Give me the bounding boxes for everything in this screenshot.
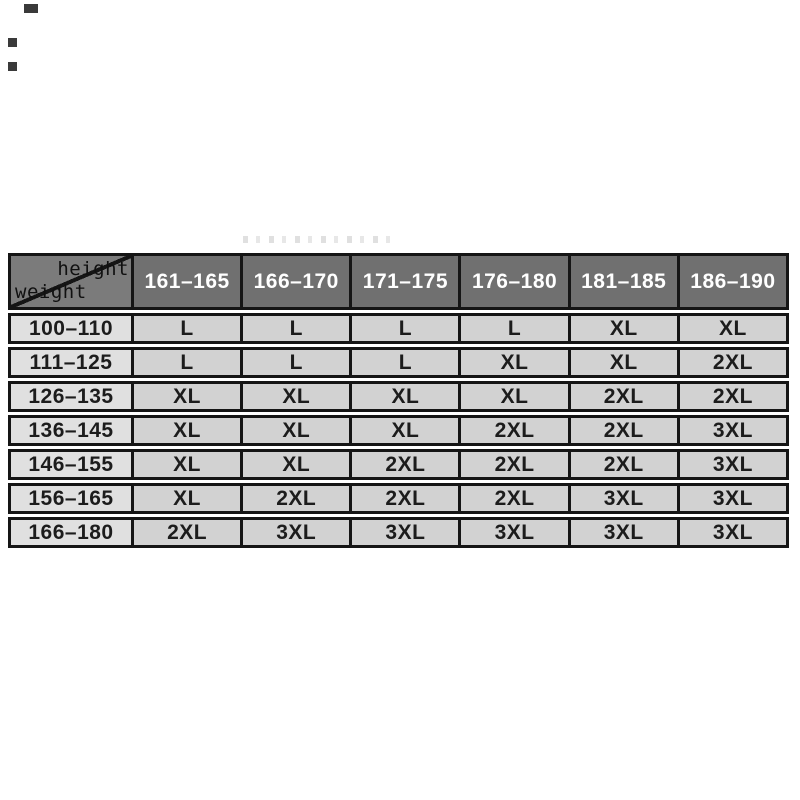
size-value-cell: XL: [349, 384, 459, 409]
size-value-cell: L: [131, 316, 241, 341]
size-value-cell: XL: [131, 418, 241, 443]
size-value-cell: 2XL: [349, 452, 459, 477]
size-chart-table: height weight 161–165 166–170 171–175 176–1…: [8, 253, 789, 551]
weight-range-cell: 111–125: [11, 350, 131, 375]
table-row: 111–125 L L L XL XL 2XL: [8, 347, 789, 378]
size-value-cell: XL: [567, 350, 677, 375]
height-range-header-cell: 176–180: [458, 256, 568, 307]
size-value-cell: 2XL: [458, 486, 568, 511]
height-range-header-cell: 161–165: [131, 256, 241, 307]
size-value-cell: L: [349, 316, 459, 341]
table-row: 100–110 L L L L XL XL: [8, 313, 789, 344]
corner-cell-height-weight: height weight: [11, 256, 131, 307]
scan-artifact-mark: [24, 4, 38, 13]
size-value-cell: 2XL: [567, 452, 677, 477]
size-value-cell: XL: [349, 418, 459, 443]
height-range-header-cell: 181–185: [567, 256, 677, 307]
size-value-cell: 3XL: [458, 520, 568, 545]
size-value-cell: L: [131, 350, 241, 375]
height-range-header-cell: 186–190: [676, 256, 786, 307]
size-value-cell: XL: [458, 350, 568, 375]
size-value-cell: 2XL: [567, 384, 677, 409]
size-value-cell: L: [240, 316, 350, 341]
size-value-cell: 3XL: [676, 418, 786, 443]
size-value-cell: XL: [676, 316, 786, 341]
weight-range-cell: 100–110: [11, 316, 131, 341]
height-range-header-cell: 166–170: [240, 256, 350, 307]
size-value-cell: 2XL: [567, 418, 677, 443]
size-value-cell: 3XL: [240, 520, 350, 545]
corner-label-height: height: [57, 258, 129, 280]
size-value-cell: 2XL: [240, 486, 350, 511]
size-value-cell: 3XL: [567, 520, 677, 545]
table-header-row: height weight 161–165 166–170 171–175 176–1…: [8, 253, 789, 310]
size-value-cell: XL: [458, 384, 568, 409]
size-value-cell: 2XL: [458, 418, 568, 443]
size-value-cell: XL: [131, 452, 241, 477]
weight-range-cell: 166–180: [11, 520, 131, 545]
size-value-cell: 3XL: [676, 452, 786, 477]
size-value-cell: 2XL: [676, 384, 786, 409]
weight-range-cell: 136–145: [11, 418, 131, 443]
faint-watermark-text: [243, 236, 393, 243]
size-value-cell: XL: [131, 384, 241, 409]
size-value-cell: L: [349, 350, 459, 375]
scan-artifact-mark: [8, 62, 17, 71]
size-value-cell: 3XL: [349, 520, 459, 545]
size-value-cell: 3XL: [676, 520, 786, 545]
corner-label-weight: weight: [15, 281, 87, 303]
size-value-cell: XL: [240, 384, 350, 409]
height-range-header-cell: 171–175: [349, 256, 459, 307]
size-value-cell: XL: [240, 418, 350, 443]
size-value-cell: L: [458, 316, 568, 341]
scan-artifact-mark: [8, 38, 17, 47]
size-value-cell: XL: [240, 452, 350, 477]
weight-range-cell: 156–165: [11, 486, 131, 511]
table-row: 166–180 2XL 3XL 3XL 3XL 3XL 3XL: [8, 517, 789, 548]
size-value-cell: 2XL: [676, 350, 786, 375]
weight-range-cell: 146–155: [11, 452, 131, 477]
table-row: 126–135 XL XL XL XL 2XL 2XL: [8, 381, 789, 412]
size-value-cell: 2XL: [349, 486, 459, 511]
size-value-cell: XL: [131, 486, 241, 511]
table-row: 156–165 XL 2XL 2XL 2XL 3XL 3XL: [8, 483, 789, 514]
size-value-cell: XL: [567, 316, 677, 341]
size-value-cell: 2XL: [131, 520, 241, 545]
size-value-cell: L: [240, 350, 350, 375]
size-value-cell: 3XL: [676, 486, 786, 511]
weight-range-cell: 126–135: [11, 384, 131, 409]
size-value-cell: 3XL: [567, 486, 677, 511]
table-row: 136–145 XL XL XL 2XL 2XL 3XL: [8, 415, 789, 446]
table-row: 146–155 XL XL 2XL 2XL 2XL 3XL: [8, 449, 789, 480]
size-value-cell: 2XL: [458, 452, 568, 477]
